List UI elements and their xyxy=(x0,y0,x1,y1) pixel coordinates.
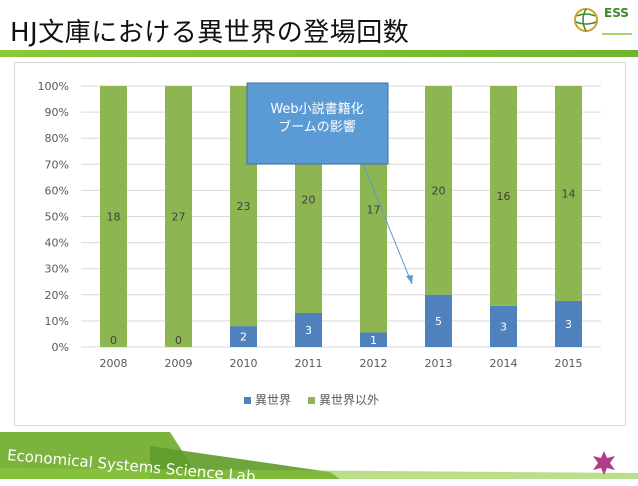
bar-isekai-2010 xyxy=(230,326,257,347)
bar-isekai-2014 xyxy=(490,305,517,347)
callout-arrowhead xyxy=(406,275,413,284)
slide-title: HJ文庫における異世界の登場回数 xyxy=(10,18,410,48)
logo-text: ESS xyxy=(604,6,629,20)
decorative-star-icon xyxy=(593,451,615,475)
data-label-isekai-2015: 3 xyxy=(565,318,572,331)
callout-text-line1: Web小説書籍化 xyxy=(270,101,363,117)
data-label-isekai-2008: 0 xyxy=(110,334,117,347)
data-label-other-2012: 17 xyxy=(367,203,381,216)
bar-other-2014 xyxy=(490,86,517,306)
chart-area: 0% 10% 20% 30% 40% 50% 60% 70% 80% 90% 100% 0 18 2008… xyxy=(14,62,626,426)
y-tick-label: 40% xyxy=(45,237,69,250)
bar-other-2008 xyxy=(100,86,127,347)
x-tick-label: 2011 xyxy=(295,357,323,370)
x-tick-label: 2014 xyxy=(490,357,518,370)
data-label-isekai-2011: 3 xyxy=(305,324,312,337)
ess-logo xyxy=(574,8,632,35)
y-tick-label: 0% xyxy=(52,341,69,354)
legend-label-other: 異世界以外 xyxy=(319,393,379,407)
callout-text-line2: ブームの影響 xyxy=(278,119,356,135)
stacked-bar-chart: 0% 10% 20% 30% 40% 50% 60% 70% 80% 90% 100% 0 18 2008… xyxy=(38,80,601,407)
y-tick-label: 10% xyxy=(45,315,69,328)
bar-isekai-2012 xyxy=(360,332,387,347)
x-tick-label: 2012 xyxy=(360,357,388,370)
logo-globe-icon xyxy=(574,8,598,32)
data-label-other-2013: 20 xyxy=(432,184,446,197)
bar-other-2013 xyxy=(425,86,452,295)
y-tick-label: 20% xyxy=(45,289,69,302)
legend-label-isekai: 異世界 xyxy=(255,393,291,407)
callout-arrow xyxy=(359,155,413,285)
x-tick-label: 2008 xyxy=(100,357,128,370)
callout-box xyxy=(246,82,389,165)
data-label-isekai-2010: 2 xyxy=(240,331,247,344)
x-tick-label: 2009 xyxy=(165,357,193,370)
x-tick-label: 2013 xyxy=(425,357,453,370)
data-label-isekai-2012: 1 xyxy=(370,334,377,347)
data-label-isekai-2014: 3 xyxy=(500,320,507,333)
x-tick-label: 2010 xyxy=(230,357,258,370)
data-label-isekai-2009: 0 xyxy=(175,334,182,347)
y-tick-label: 70% xyxy=(45,158,69,171)
bar-isekai-2013 xyxy=(425,294,452,347)
y-tick-label: 50% xyxy=(45,211,69,224)
footer-band xyxy=(0,432,638,479)
bar-other-2015 xyxy=(555,86,582,301)
data-label-other-2015: 14 xyxy=(562,187,576,200)
data-label-isekai-2013: 5 xyxy=(435,315,442,328)
y-tick-label: 100% xyxy=(38,80,69,93)
legend-swatch-other xyxy=(308,397,315,404)
data-label-other-2009: 27 xyxy=(172,211,186,224)
bar-isekai-2015 xyxy=(555,300,582,347)
y-tick-label: 60% xyxy=(45,184,69,197)
legend-swatch-isekai xyxy=(244,397,251,404)
y-tick-label: 90% xyxy=(45,106,69,119)
bar-isekai-2011 xyxy=(295,312,322,347)
y-tick-label: 80% xyxy=(45,132,69,145)
y-tick-label: 30% xyxy=(45,263,69,276)
data-label-other-2014: 16 xyxy=(497,190,511,203)
bar-other-2009 xyxy=(165,86,192,347)
data-label-other-2010: 23 xyxy=(237,200,251,213)
x-tick-label: 2015 xyxy=(555,357,583,370)
data-label-other-2011: 20 xyxy=(302,193,316,206)
data-label-other-2008: 18 xyxy=(107,211,121,224)
title-underline-bar xyxy=(0,50,638,57)
